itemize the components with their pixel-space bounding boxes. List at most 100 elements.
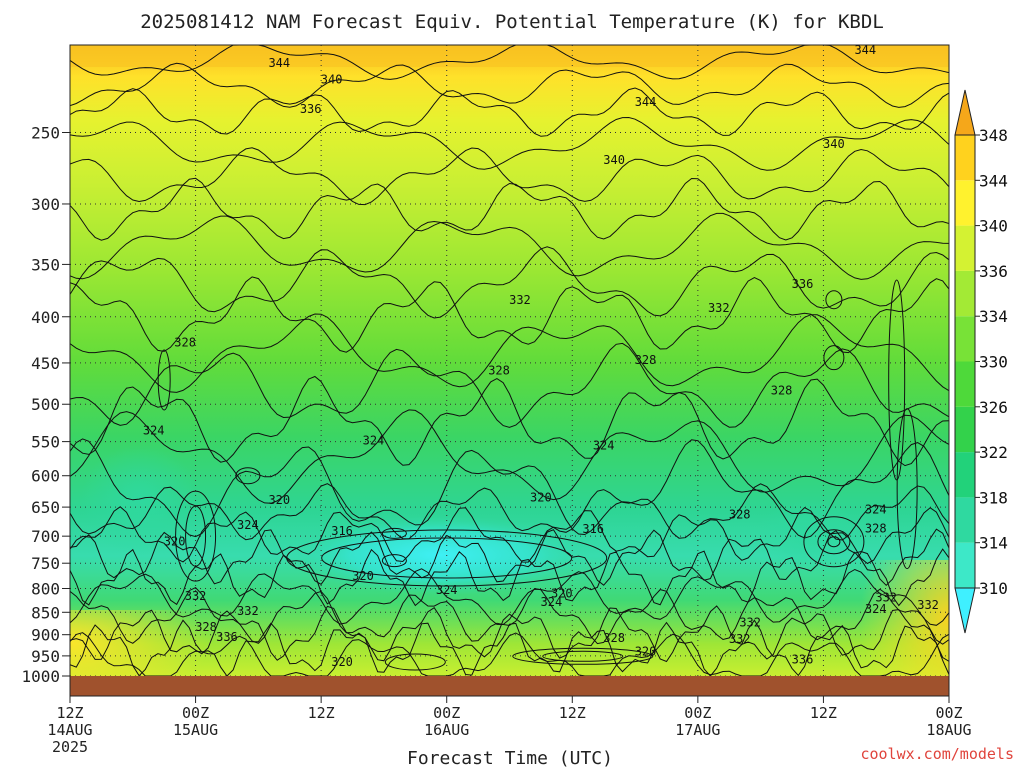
y-tick-label: 450	[31, 354, 60, 373]
contour-label: 344	[268, 56, 290, 70]
colorbar-label: 340	[979, 217, 1008, 236]
contour-line	[70, 528, 949, 587]
contour-label: 340	[321, 73, 343, 87]
contour-label: 344	[635, 95, 657, 109]
x-tick-label: 12Z	[559, 704, 586, 722]
colorbar-segment	[955, 270, 975, 317]
y-tick-label: 1000	[21, 667, 60, 686]
y-tick-label: 650	[31, 498, 60, 517]
y-tick-label: 300	[31, 195, 60, 214]
contour-cell	[286, 529, 608, 587]
contour-line	[70, 586, 949, 645]
y-tick-label: 700	[31, 527, 60, 546]
colorbar-segment	[955, 180, 975, 226]
contour-cell	[185, 505, 207, 567]
x-tick-label: 12Z	[810, 704, 837, 722]
contour-line	[70, 409, 949, 504]
contour-line	[70, 605, 949, 663]
contour-cell	[803, 516, 865, 568]
contour-label: 340	[603, 153, 625, 167]
x-tick-label: 00Z	[433, 704, 460, 722]
contour-label: 332	[708, 301, 730, 315]
contour-line	[70, 246, 949, 319]
colorbar-label: 322	[979, 443, 1008, 462]
contour-cell	[235, 467, 261, 485]
contour-label: 324	[143, 424, 165, 438]
colorbar-segment	[955, 406, 975, 453]
contour-line	[70, 568, 949, 626]
contour-line	[70, 276, 949, 354]
contour-label: 336	[792, 652, 814, 666]
field-warm-top	[70, 45, 949, 67]
contour-label: 320	[331, 655, 353, 669]
contour-label: 324	[436, 583, 458, 597]
contour-line	[70, 177, 949, 241]
colorbar-segment	[955, 225, 975, 271]
contour-label: 328	[195, 620, 217, 634]
y-tick-label: 600	[31, 467, 60, 486]
contour-cell	[321, 537, 573, 579]
y-tick-label: 900	[31, 626, 60, 645]
contour-label: 320	[164, 534, 186, 548]
contour-cell	[896, 408, 918, 570]
x-tick-label: 12Z	[308, 704, 335, 722]
contour-line	[70, 548, 949, 607]
contour-label: 320	[268, 493, 290, 507]
colorbar-segment	[955, 497, 975, 543]
colorbar-segment	[955, 452, 975, 498]
contour-label: 328	[771, 383, 793, 397]
contour-cell	[384, 653, 446, 671]
contour-label: 332	[917, 598, 939, 612]
contour-line	[70, 87, 949, 137]
contour-label: 332	[509, 293, 531, 307]
credit-text: coolwx.com/models	[860, 745, 1014, 763]
contour-cell	[823, 345, 845, 371]
y-tick-label: 750	[31, 554, 60, 573]
contour-line	[70, 375, 949, 467]
colorbar-segment	[955, 316, 975, 362]
contour-label: 332	[237, 604, 259, 618]
colorbar-label: 314	[979, 534, 1008, 553]
contour-line	[70, 619, 949, 676]
colorbar-label: 344	[979, 171, 1008, 190]
y-tick-label: 500	[31, 395, 60, 414]
contour-cell	[175, 490, 217, 582]
colorbar-arrow-top	[954, 89, 976, 136]
contour-label: 332	[739, 616, 761, 630]
x-tick-label: 16AUG	[424, 721, 469, 739]
contour-label: 324	[363, 434, 385, 448]
x-tick-label: 18AUG	[926, 721, 971, 739]
y-axis: 250 300 350 400 450 500 550 600 650 700 750 800 850 9…	[21, 123, 70, 686]
x-tick-label: 12Z	[56, 704, 83, 722]
contour-line	[70, 342, 949, 428]
plot-area: 3443443443403403403363363323323283283283…	[70, 45, 949, 676]
contour-cell	[888, 279, 906, 481]
ground-strip	[70, 676, 949, 696]
contour-cell	[817, 529, 851, 555]
contour-line	[70, 212, 949, 280]
contour-label: 320	[352, 569, 374, 583]
x-tick-label: 00Z	[935, 704, 962, 722]
contour-line	[70, 62, 949, 108]
contour-cell	[381, 527, 407, 539]
field-low-theta-east	[755, 500, 865, 570]
contour-line	[70, 506, 949, 565]
contour-label: 328	[603, 631, 625, 645]
contour-label: 324	[237, 518, 259, 532]
colorbar-label: 318	[979, 488, 1008, 507]
x-tick-label: 2025	[52, 738, 88, 756]
contour-cell	[381, 554, 407, 568]
colorbar: 310 314 318 322 326 330 334 336 340 344 348	[954, 89, 1008, 634]
contour-label: 336	[216, 630, 238, 644]
contour-label: 332	[185, 589, 207, 603]
contour-line	[70, 147, 949, 206]
contour-label: 324	[865, 602, 887, 616]
contour-cell	[157, 349, 171, 411]
colorbar-label: 310	[979, 579, 1008, 598]
contour-label: 316	[582, 522, 604, 536]
x-axis-label: Forecast Time (UTC)	[407, 748, 613, 768]
contour-line	[70, 483, 949, 541]
contour-label: 316	[331, 524, 353, 538]
